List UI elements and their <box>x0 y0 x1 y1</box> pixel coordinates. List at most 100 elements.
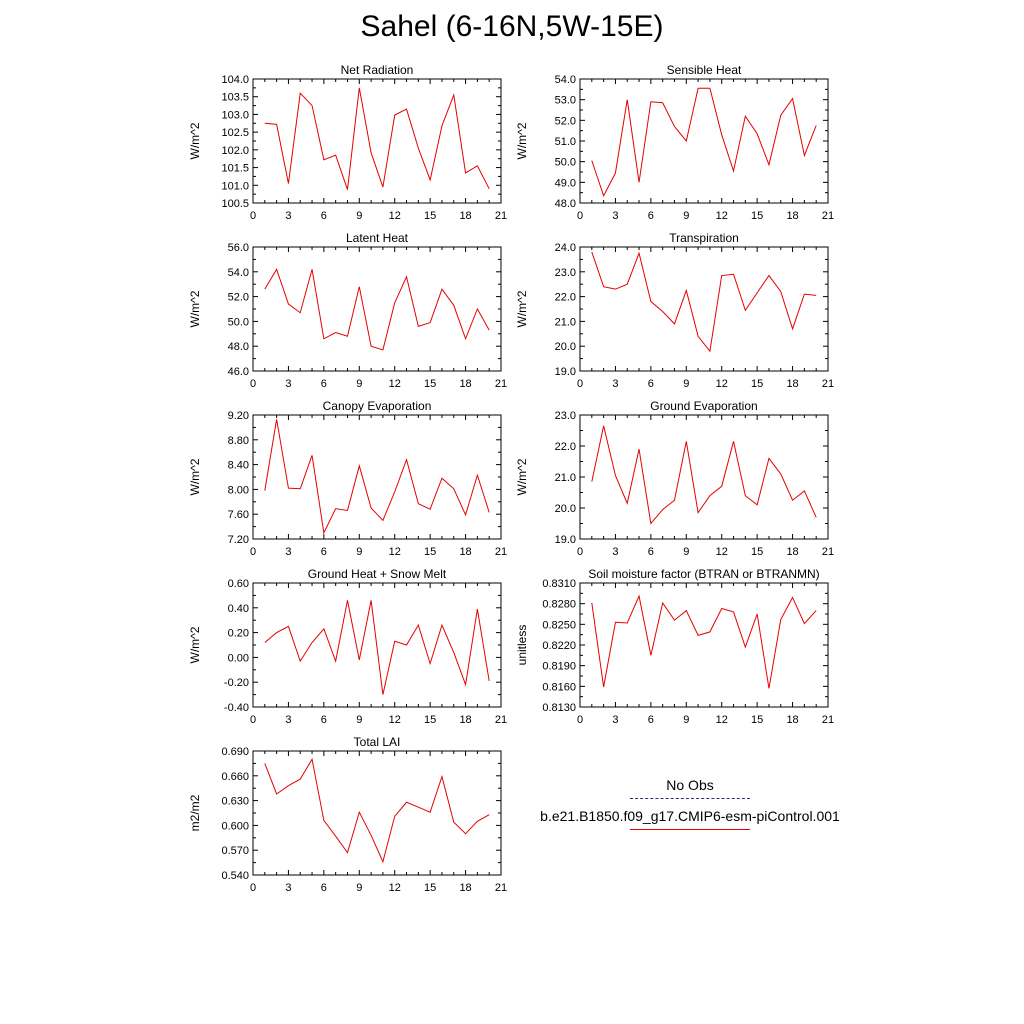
chart-panel-4: Transpiration W/m^2 0 3 6 9 12 15 18 21 19.0 20.0 21… <box>515 231 834 390</box>
x-tick-label: 21 <box>495 378 507 390</box>
x-tick-label: 18 <box>459 546 471 558</box>
panel-title: Soil moisture factor (BTRAN or BTRANMN) <box>588 567 819 581</box>
x-tick-label: 0 <box>577 210 583 222</box>
y-tick-label: 24.0 <box>555 242 576 254</box>
x-tick-label: 18 <box>786 378 798 390</box>
y-tick-label: 0.20 <box>228 628 249 640</box>
y-axis-label: W/m^2 <box>188 458 202 495</box>
x-tick-label: 6 <box>648 378 654 390</box>
y-tick-label: 20.0 <box>555 503 576 515</box>
x-tick-label: 15 <box>424 546 436 558</box>
chart-panel-5: Canopy Evaporation W/m^2 0 3 6 9 12 15 18 21 7.20 7… <box>188 399 507 558</box>
x-tick-label: 21 <box>822 546 834 558</box>
x-tick-label: 21 <box>495 882 507 894</box>
x-tick-label: 9 <box>356 546 362 558</box>
y-tick-label: 56.0 <box>228 242 249 254</box>
chart-panel-2: Sensible Heat W/m^2 0 3 6 9 12 15 18 21 48.0 49.0 50… <box>515 63 834 222</box>
y-tick-label: 22.0 <box>555 292 576 304</box>
y-tick-label: 102.0 <box>221 145 249 157</box>
y-tick-label: 48.0 <box>555 198 576 210</box>
x-tick-label: 18 <box>459 210 471 222</box>
y-axis-label: unitless <box>515 625 529 666</box>
series-line-1 <box>591 87 817 198</box>
plot-frame <box>252 414 502 540</box>
x-tick-label: 12 <box>389 546 401 558</box>
panel-title: Total LAI <box>354 735 401 749</box>
x-tick-label: 9 <box>683 378 689 390</box>
x-tick-label: 3 <box>612 378 618 390</box>
x-tick-label: 9 <box>683 210 689 222</box>
x-tick-label: 6 <box>321 378 327 390</box>
panel-title: Ground Evaporation <box>650 399 757 413</box>
y-tick-label: 52.0 <box>555 115 576 127</box>
y-tick-label: 0.8130 <box>542 702 576 714</box>
panel-title: Ground Heat + Snow Melt <box>308 567 447 581</box>
y-tick-label: 52.0 <box>228 292 249 304</box>
x-tick-label: 21 <box>822 714 834 726</box>
x-tick-label: 9 <box>356 378 362 390</box>
legend: No Obs b.e21.B1850.f09_g17.CMIP6-esm-piC… <box>520 776 860 838</box>
y-tick-label: 0.8160 <box>542 681 576 693</box>
x-tick-label: 9 <box>356 210 362 222</box>
y-tick-label: 48.0 <box>228 341 249 353</box>
x-tick-label: 0 <box>250 714 256 726</box>
x-tick-label: 21 <box>822 210 834 222</box>
y-axis-label: W/m^2 <box>188 122 202 159</box>
x-tick-label: 18 <box>459 882 471 894</box>
y-tick-label: 0.600 <box>221 820 249 832</box>
series-line-1 <box>264 268 490 351</box>
y-axis-label: W/m^2 <box>515 122 529 159</box>
panel-title: Transpiration <box>669 231 739 245</box>
y-tick-label: 103.0 <box>221 109 249 121</box>
x-tick-label: 6 <box>321 882 327 894</box>
y-tick-label: 7.60 <box>228 509 249 521</box>
y-tick-label: 53.0 <box>555 95 576 107</box>
y-tick-label: 20.0 <box>555 341 576 353</box>
y-tick-label: 23.0 <box>555 267 576 279</box>
x-tick-label: 6 <box>648 714 654 726</box>
legend-model-label: b.e21.B1850.f09_g17.CMIP6-esm-piControl.… <box>540 808 840 824</box>
x-tick-label: 15 <box>751 378 763 390</box>
x-tick-label: 6 <box>321 714 327 726</box>
series-line-1 <box>591 594 817 689</box>
y-axis-label: W/m^2 <box>515 290 529 327</box>
y-axis-label: W/m^2 <box>188 290 202 327</box>
y-axis-label: m2/m2 <box>188 794 202 831</box>
y-tick-label: 0.00 <box>228 652 249 664</box>
y-tick-label: 50.0 <box>555 157 576 169</box>
chart-panel-3: Latent Heat W/m^2 0 3 6 9 12 15 18 21 46.0 48.0 50.0… <box>188 231 507 390</box>
x-tick-label: 18 <box>786 210 798 222</box>
x-tick-label: 0 <box>577 546 583 558</box>
y-tick-label: 0.690 <box>221 746 249 758</box>
x-tick-label: 12 <box>716 546 728 558</box>
y-tick-label: 0.8310 <box>542 578 576 590</box>
panel-title: Canopy Evaporation <box>323 399 432 413</box>
y-tick-label: 8.00 <box>228 484 249 496</box>
x-tick-label: 12 <box>389 210 401 222</box>
x-tick-label: 9 <box>683 546 689 558</box>
x-tick-label: 9 <box>683 714 689 726</box>
panel-title: Latent Heat <box>346 231 409 245</box>
y-tick-label: 0.8190 <box>542 661 576 673</box>
y-tick-label: 49.0 <box>555 177 576 189</box>
y-tick-label: 0.630 <box>221 796 249 808</box>
x-tick-label: 15 <box>751 210 763 222</box>
x-tick-label: 6 <box>321 546 327 558</box>
x-tick-label: 3 <box>612 210 618 222</box>
x-tick-label: 3 <box>285 546 291 558</box>
x-tick-label: 9 <box>356 714 362 726</box>
y-tick-label: 22.0 <box>555 441 576 453</box>
x-tick-label: 6 <box>648 546 654 558</box>
legend-obs-line <box>630 798 750 799</box>
x-tick-label: 12 <box>389 882 401 894</box>
y-axis-label: W/m^2 <box>188 626 202 663</box>
y-tick-label: -0.20 <box>224 677 249 689</box>
x-tick-label: 15 <box>751 546 763 558</box>
y-tick-label: 21.0 <box>555 472 576 484</box>
x-tick-label: 3 <box>285 714 291 726</box>
y-tick-label: 103.5 <box>221 92 249 104</box>
x-tick-label: 3 <box>612 714 618 726</box>
y-tick-label: 19.0 <box>555 534 576 546</box>
x-tick-label: 21 <box>495 546 507 558</box>
x-tick-label: 0 <box>577 714 583 726</box>
